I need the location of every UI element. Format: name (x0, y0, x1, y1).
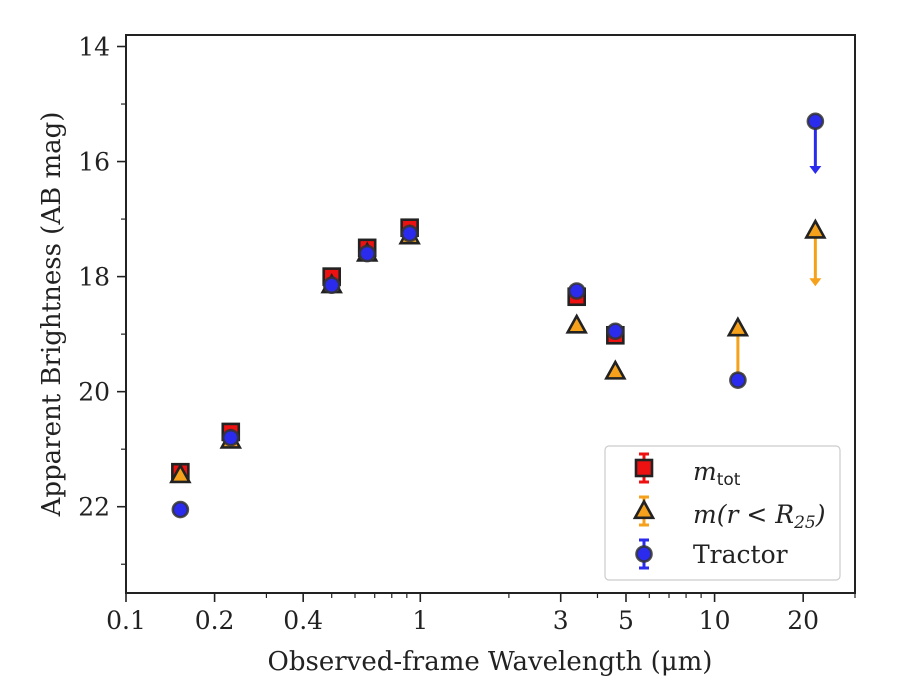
y-axis-label: Apparent Brightness (AB mag) (37, 112, 67, 518)
legend-mr-suffix: ) (815, 500, 826, 529)
upper-limit-arrow-mr-8-head (809, 278, 822, 287)
point-tractor-8 (806, 112, 825, 131)
x-tick-label-6: 10 (699, 606, 731, 635)
x-tick-label-7: 20 (787, 606, 819, 635)
x-tick-label-2: 0.4 (283, 606, 323, 635)
x-tick-label-0: 0.1 (106, 606, 146, 635)
legend-marker-mr (632, 498, 656, 520)
data-marks (169, 112, 827, 519)
legend-label-mr: m(r < R25) (693, 500, 825, 533)
point-tractor-7 (729, 371, 747, 389)
legend-mtot-sub: tot (717, 470, 741, 490)
point-mr-5 (565, 313, 588, 334)
legend: mtot m(r < R25) Tractor (604, 445, 841, 581)
legend-markers (632, 452, 656, 570)
x-tick-label-5: 5 (618, 606, 634, 635)
upper-limit-arrow-tractor-8-head (809, 166, 822, 175)
y-tick-label-2: 18 (78, 263, 110, 292)
y-tick-label-1: 16 (78, 148, 110, 177)
point-tractor-4 (400, 224, 419, 243)
point-tractor-2 (322, 276, 341, 295)
legend-label-mtot: mtot (693, 457, 741, 490)
legend-marker-mtot (634, 458, 654, 478)
point-mr-6 (604, 359, 627, 380)
point-tractor-0 (171, 500, 190, 519)
point-tractor-1 (221, 428, 240, 447)
legend-mr-sub: 25 (793, 513, 816, 533)
point-tractor-5 (567, 282, 586, 300)
upper-limit-arrow-mr-8 (809, 230, 822, 287)
series-tractor (171, 112, 825, 519)
legend-label-tractor: Tractor (693, 540, 788, 569)
axis-ticks: 0.1 0.2 0.4 1 3 5 10 20 14 16 18 20 22 (78, 33, 856, 635)
y-tick-label-4: 22 (78, 493, 110, 522)
legend-mr-prefix: m(r < R (693, 500, 794, 529)
y-tick-label-3: 20 (78, 378, 110, 407)
y-tick-label-0: 14 (78, 33, 110, 62)
series-mtot (171, 218, 625, 482)
point-tractor-6 (606, 322, 625, 341)
point-tractor-3 (358, 244, 376, 263)
x-axis-label: Observed-frame Wavelength (μm) (268, 647, 713, 677)
x-tick-label-4: 3 (553, 606, 569, 635)
axes-frame (125, 34, 856, 594)
x-tick-label-3: 1 (412, 606, 428, 635)
legend-mtot-base: m (693, 457, 717, 486)
legend-box (604, 445, 841, 581)
x-tick-label-1: 0.2 (195, 606, 235, 635)
point-mr-7 (726, 316, 750, 337)
series-mr (169, 218, 827, 484)
point-mr-8 (804, 218, 827, 239)
point-mr-0 (169, 462, 192, 484)
legend-marker-tractor (635, 545, 653, 563)
